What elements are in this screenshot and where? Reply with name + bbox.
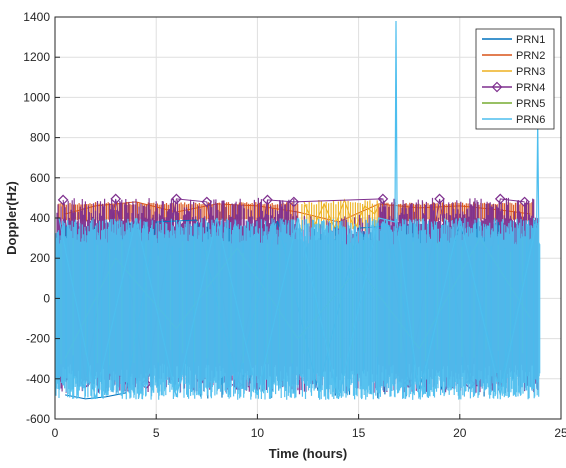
x-tick-label: 5 [153, 426, 160, 440]
legend-label-PRN6: PRN6 [516, 114, 545, 126]
legend-marker-PRN4 [491, 81, 503, 93]
legend: PRN1 PRN2 PRN3 PRN4 PRN5 PRN6 [475, 28, 555, 130]
y-tick-label: 400 [30, 211, 50, 225]
series-PRN4-marker [110, 193, 122, 205]
legend-label-PRN5: PRN5 [516, 98, 545, 110]
y-tick-label: 1000 [23, 90, 50, 104]
series-PRN4-marker [171, 193, 182, 205]
series-PRN4-marker [519, 196, 530, 208]
y-tick-label: 200 [30, 251, 50, 265]
x-tick-label: 20 [453, 426, 467, 440]
legend-box [475, 28, 555, 130]
series-PRN6-band [55, 218, 541, 400]
y-tick-label: 0 [43, 291, 50, 305]
legend-label-PRN1: PRN1 [516, 34, 545, 46]
x-tick-label: 25 [554, 426, 566, 440]
series-PRN4-marker [262, 194, 273, 206]
y-axis-label: Doppler(Hz) [4, 181, 19, 255]
series-PRN4-marker [57, 194, 69, 206]
y-tick-label: 600 [30, 171, 50, 185]
x-axis-label: Time (hours) [269, 446, 348, 461]
y-tick-label: -200 [26, 332, 50, 346]
series-PRN4-marker [434, 193, 445, 205]
legend-label-PRN4: PRN4 [516, 82, 545, 94]
series-PRN4-marker [494, 193, 506, 205]
series-PRN6-line [58, 20, 540, 400]
series-PRN4-marker [377, 193, 389, 205]
x-tick-label: 10 [251, 426, 265, 440]
x-tick-label: 0 [52, 426, 59, 440]
series-PRN4-marker [288, 196, 300, 208]
y-tick-label: -600 [26, 412, 50, 426]
data-layer [55, 20, 541, 400]
y-tick-label: 800 [30, 131, 50, 145]
x-tick-label: 15 [352, 426, 366, 440]
legend-label-PRN2: PRN2 [516, 50, 545, 62]
series-PRN4-marker [201, 196, 213, 208]
y-tick-label: -400 [26, 372, 50, 386]
tick-layer: 0 5 10 15 20 25 -600 -400 -200 0 200 400 600 800 1000 1… [23, 10, 566, 440]
legend-label-PRN3: PRN3 [516, 66, 545, 78]
y-tick-label: 1200 [23, 50, 50, 64]
y-tick-label: 1400 [23, 10, 50, 24]
